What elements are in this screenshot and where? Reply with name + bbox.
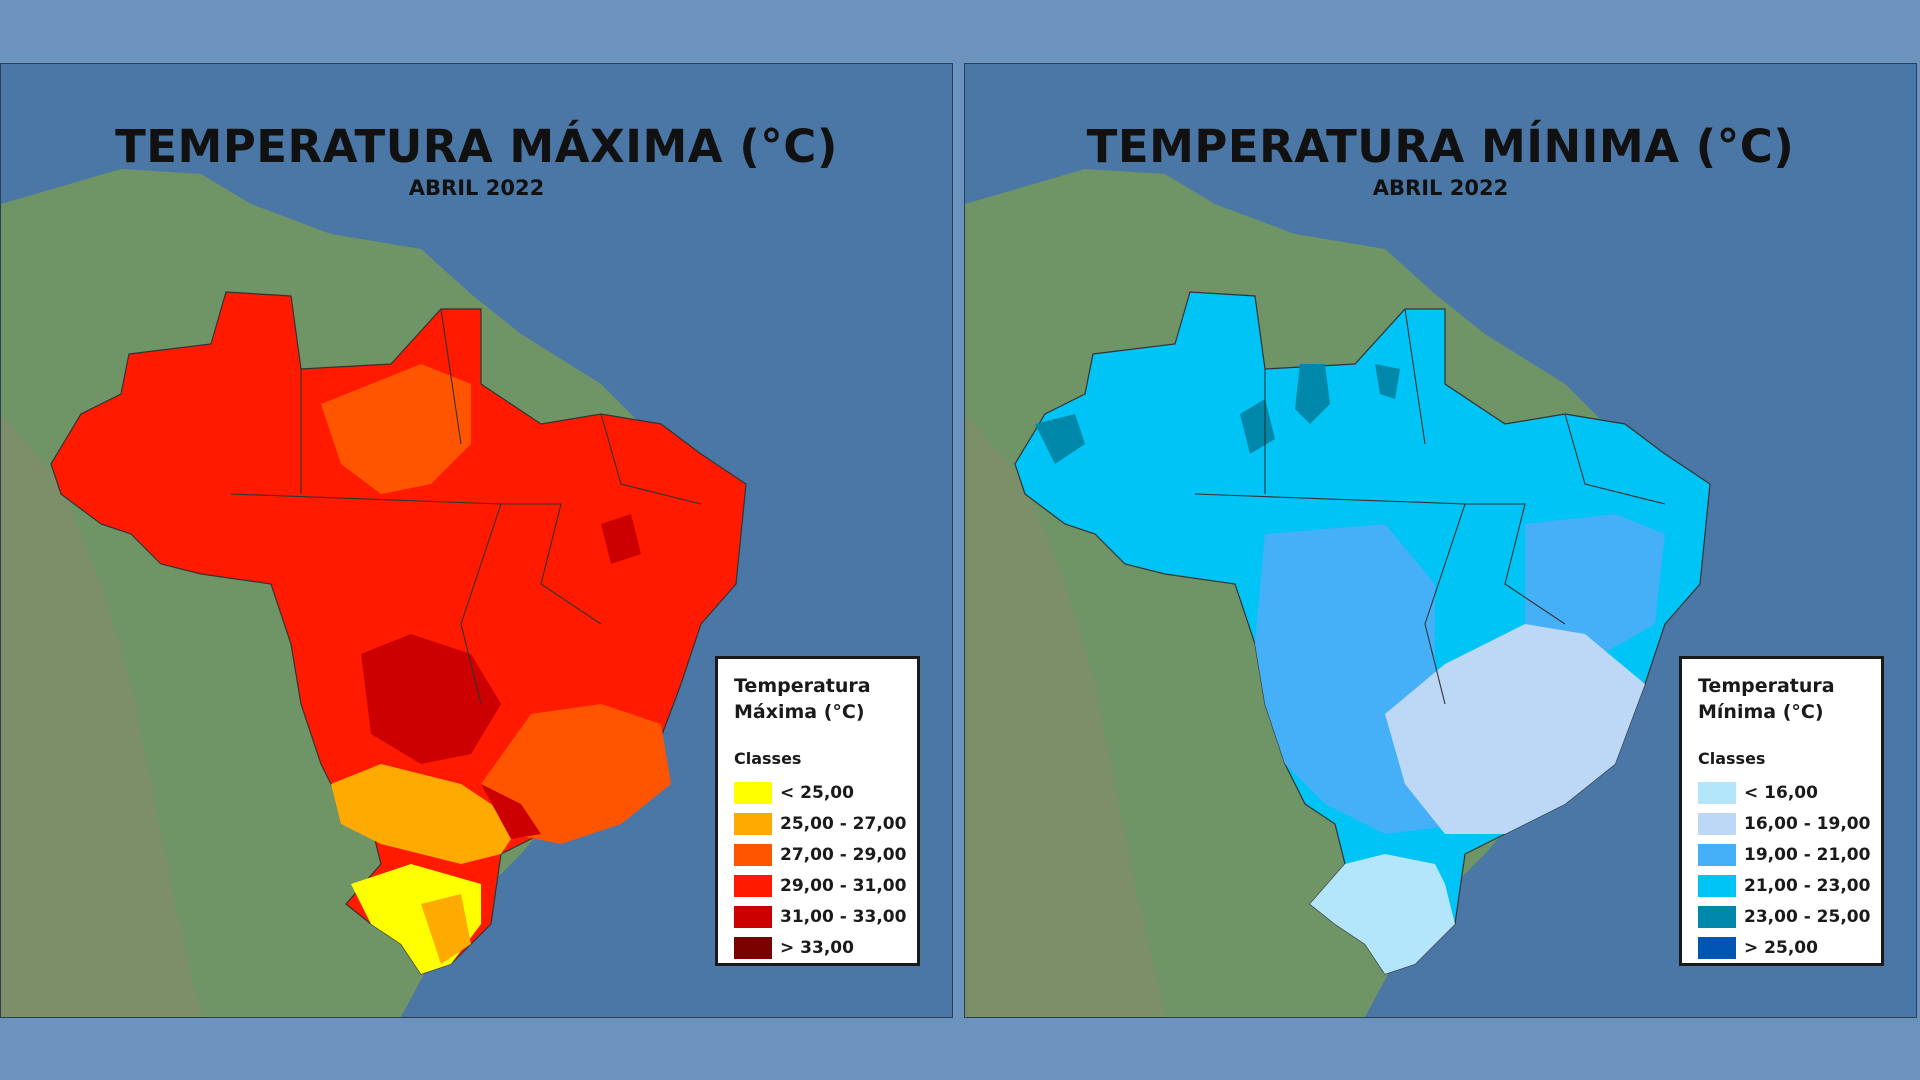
legend-title: Temperatura Mínima (°C) xyxy=(1698,675,1835,723)
map-subtitle: ABRIL 2022 xyxy=(1372,176,1509,200)
max-temperature-map xyxy=(1,64,952,1017)
legend-label: 29,00 - 31,00 xyxy=(780,876,907,896)
legend-swatch xyxy=(734,906,772,928)
min-temperature-map-panel: TEMPERATURA MÍNIMA (°C) ABRIL 2022 Tempe… xyxy=(964,63,1917,1018)
legend: Temperatura Máxima (°C) Classes < 25,00 … xyxy=(715,656,920,966)
legend-item: 21,00 - 23,00 xyxy=(1698,873,1883,899)
legend-swatch xyxy=(734,844,772,866)
legend-item: < 25,00 xyxy=(734,780,919,806)
legend-swatch xyxy=(734,782,772,804)
legend-label: 16,00 - 19,00 xyxy=(1744,814,1871,834)
legend-item: 25,00 - 27,00 xyxy=(734,811,919,837)
legend-label: < 25,00 xyxy=(780,783,854,803)
legend-item: > 33,00 xyxy=(734,935,919,961)
legend-title: Temperatura Máxima (°C) xyxy=(734,675,871,723)
legend-item: 23,00 - 25,00 xyxy=(1698,904,1883,930)
legend-swatch xyxy=(1698,937,1736,959)
brazil-max-shape xyxy=(50,291,747,975)
brazil-min-shape xyxy=(1014,291,1711,975)
legend-swatch xyxy=(734,875,772,897)
legend-label: 19,00 - 21,00 xyxy=(1744,845,1871,865)
legend-item: 27,00 - 29,00 xyxy=(734,842,919,868)
map-subtitle: ABRIL 2022 xyxy=(408,176,545,200)
legend-swatch xyxy=(1698,844,1736,866)
legend-item: < 16,00 xyxy=(1698,780,1883,806)
legend-item: 31,00 - 33,00 xyxy=(734,904,919,930)
legend: Temperatura Mínima (°C) Classes < 16,00 … xyxy=(1679,656,1884,966)
map-title: TEMPERATURA MÁXIMA (°C) xyxy=(115,120,838,173)
legend-item: 29,00 - 31,00 xyxy=(734,873,919,899)
legend-label: > 25,00 xyxy=(1744,938,1818,958)
legend-subtitle: Classes xyxy=(734,749,802,768)
legend-swatch xyxy=(734,937,772,959)
legend-label: > 33,00 xyxy=(780,938,854,958)
legend-label: 23,00 - 25,00 xyxy=(1744,907,1871,927)
legend-label: 31,00 - 33,00 xyxy=(780,907,907,927)
legend-item: > 25,00 xyxy=(1698,935,1883,961)
legend-label: 25,00 - 27,00 xyxy=(780,814,907,834)
legend-swatch xyxy=(1698,813,1736,835)
legend-label: 21,00 - 23,00 xyxy=(1744,876,1871,896)
legend-label: < 16,00 xyxy=(1744,783,1818,803)
max-temperature-map-panel: TEMPERATURA MÁXIMA (°C) ABRIL 2022 Tempe… xyxy=(0,63,953,1018)
legend-item: 19,00 - 21,00 xyxy=(1698,842,1883,868)
legend-swatch xyxy=(734,813,772,835)
map-title: TEMPERATURA MÍNIMA (°C) xyxy=(1086,120,1795,173)
legend-subtitle: Classes xyxy=(1698,749,1766,768)
legend-swatch xyxy=(1698,875,1736,897)
legend-swatch xyxy=(1698,906,1736,928)
legend-item: 16,00 - 19,00 xyxy=(1698,811,1883,837)
legend-label: 27,00 - 29,00 xyxy=(780,845,907,865)
legend-swatch xyxy=(1698,782,1736,804)
